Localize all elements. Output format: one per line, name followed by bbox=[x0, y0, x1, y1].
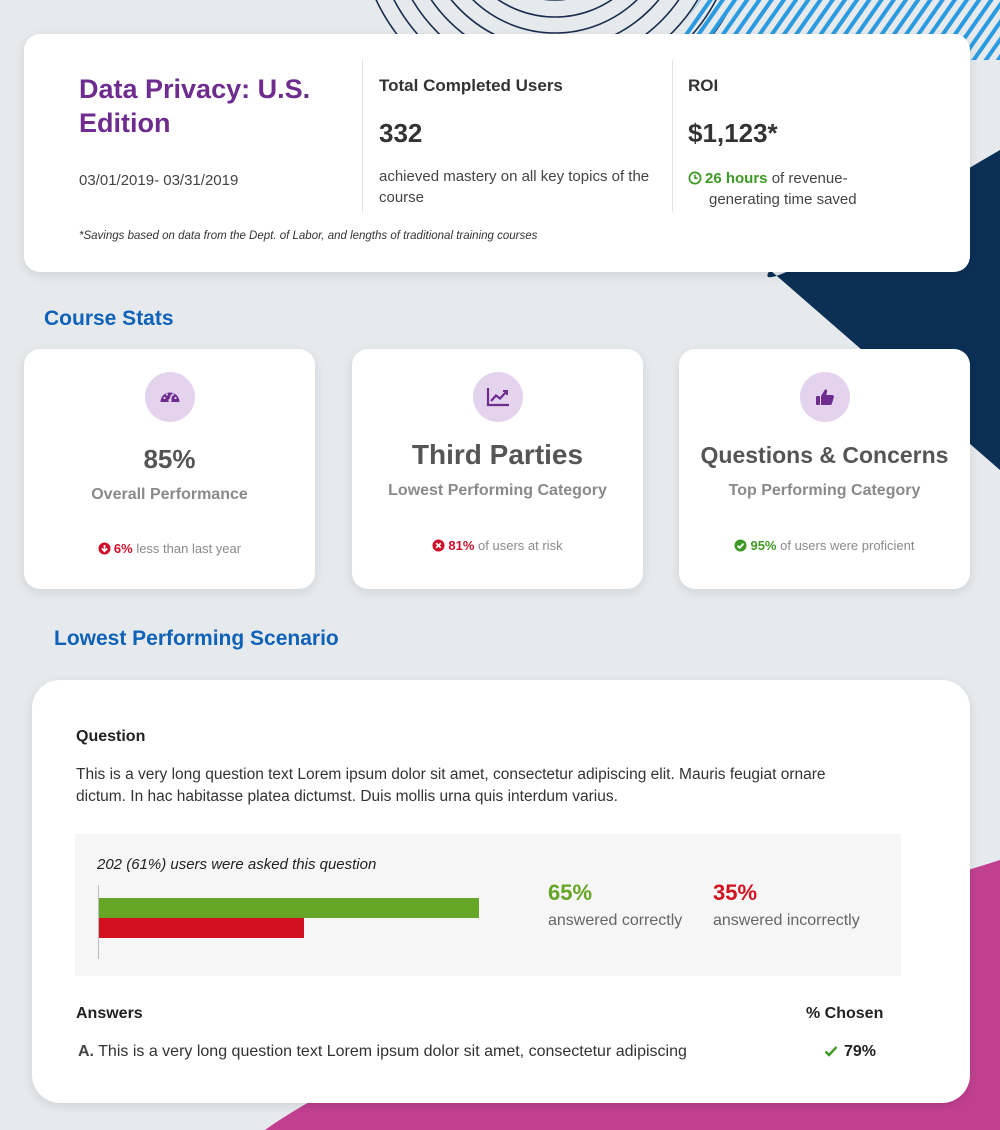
course-title: Data Privacy: U.S. Edition bbox=[79, 74, 311, 138]
lowest-category-footnote: 81% of users at risk bbox=[352, 538, 643, 553]
lowest-category-value: Third Parties bbox=[411, 439, 584, 470]
x-circle-icon bbox=[432, 539, 445, 552]
incorrect-bar bbox=[99, 918, 304, 938]
percent-chosen-heading: % Chosen bbox=[806, 1005, 884, 1022]
answer-text: This is a very long question text Lorem … bbox=[98, 1043, 687, 1060]
overall-performance-label: Overall Performance bbox=[91, 486, 248, 503]
answer-letter: A. bbox=[78, 1043, 94, 1060]
question-text: This is a very long question text Lorem … bbox=[76, 766, 826, 805]
top-category-value: Questions & Concerns bbox=[700, 442, 949, 468]
bar-axis bbox=[98, 885, 99, 959]
answer-percent-value: 79% bbox=[844, 1043, 877, 1060]
performance-change-text: less than last year bbox=[132, 541, 242, 556]
roi-heading: ROI bbox=[688, 76, 719, 95]
divider bbox=[672, 60, 673, 212]
users-proficient-value: 95% bbox=[750, 538, 777, 553]
check-circle-icon bbox=[734, 539, 747, 552]
users-asked-text: 202 (61%) users were asked this question bbox=[97, 856, 377, 873]
users-proficient-text: of users were proficient bbox=[776, 538, 915, 553]
answers-heading: Answers bbox=[76, 1005, 143, 1022]
speedometer-icon bbox=[144, 372, 195, 422]
completed-users-heading: Total Completed Users bbox=[379, 76, 563, 95]
answer-row: A. This is a very long question text Lor… bbox=[78, 1043, 738, 1065]
incorrect-percent: 35% bbox=[713, 880, 758, 905]
overall-performance-footnote: 6% less than last year bbox=[24, 541, 315, 556]
correct-bar bbox=[99, 898, 479, 918]
course-stats-title: Course Stats bbox=[44, 307, 174, 330]
overall-performance-value: 85% bbox=[143, 444, 196, 474]
time-saved-text-line1: of revenue- bbox=[767, 170, 848, 187]
date-range: 03/01/2019- 03/31/2019 bbox=[79, 172, 239, 189]
correct-label: answered correctly bbox=[548, 912, 683, 929]
thumbs-up-icon bbox=[799, 372, 850, 422]
completed-users-value: 332 bbox=[379, 118, 423, 148]
users-at-risk-value: 81% bbox=[448, 538, 475, 553]
incorrect-label: answered incorrectly bbox=[713, 912, 860, 929]
stat-card-top-category: Questions & Concerns Top Performing Cate… bbox=[679, 349, 970, 589]
time-saved-text: 26 hours of revenue- generating time sav… bbox=[688, 168, 857, 210]
completed-users-description: achieved mastery on all key topics of th… bbox=[379, 168, 650, 206]
answer-stats-panel: 202 (61%) users were asked this question… bbox=[75, 834, 901, 976]
arrow-down-circle-icon bbox=[98, 542, 111, 555]
correct-percent: 65% bbox=[548, 880, 593, 905]
time-saved-text-line2: generating time saved bbox=[709, 191, 857, 208]
top-category-footnote: 95% of users were proficient bbox=[679, 538, 970, 553]
stat-card-lowest-category: Third Parties Lowest Performing Category… bbox=[352, 349, 643, 589]
performance-change-value: 6% bbox=[113, 541, 133, 556]
lowest-category-label: Lowest Performing Category bbox=[388, 482, 607, 499]
scenario-card: Question This is a very long question te… bbox=[32, 680, 970, 1103]
check-icon bbox=[824, 1046, 838, 1057]
divider bbox=[362, 60, 363, 212]
question-heading: Question bbox=[76, 728, 146, 745]
time-saved-highlight: 26 hours bbox=[705, 170, 768, 187]
users-at-risk-text: of users at risk bbox=[474, 538, 563, 553]
answer-percent-chosen: 79% bbox=[824, 1043, 876, 1061]
summary-card: Data Privacy: U.S. Edition 03/01/2019- 0… bbox=[24, 34, 970, 272]
stat-card-overall-performance: 85% Overall Performance 6% less than las… bbox=[24, 349, 315, 589]
clock-icon bbox=[688, 171, 702, 185]
lowest-scenario-title: Lowest Performing Scenario bbox=[54, 627, 339, 650]
line-chart-icon bbox=[472, 372, 523, 422]
roi-value: $1,123* bbox=[688, 118, 778, 148]
savings-footnote: *Savings based on data from the Dept. of… bbox=[79, 230, 538, 242]
top-category-label: Top Performing Category bbox=[728, 482, 921, 499]
